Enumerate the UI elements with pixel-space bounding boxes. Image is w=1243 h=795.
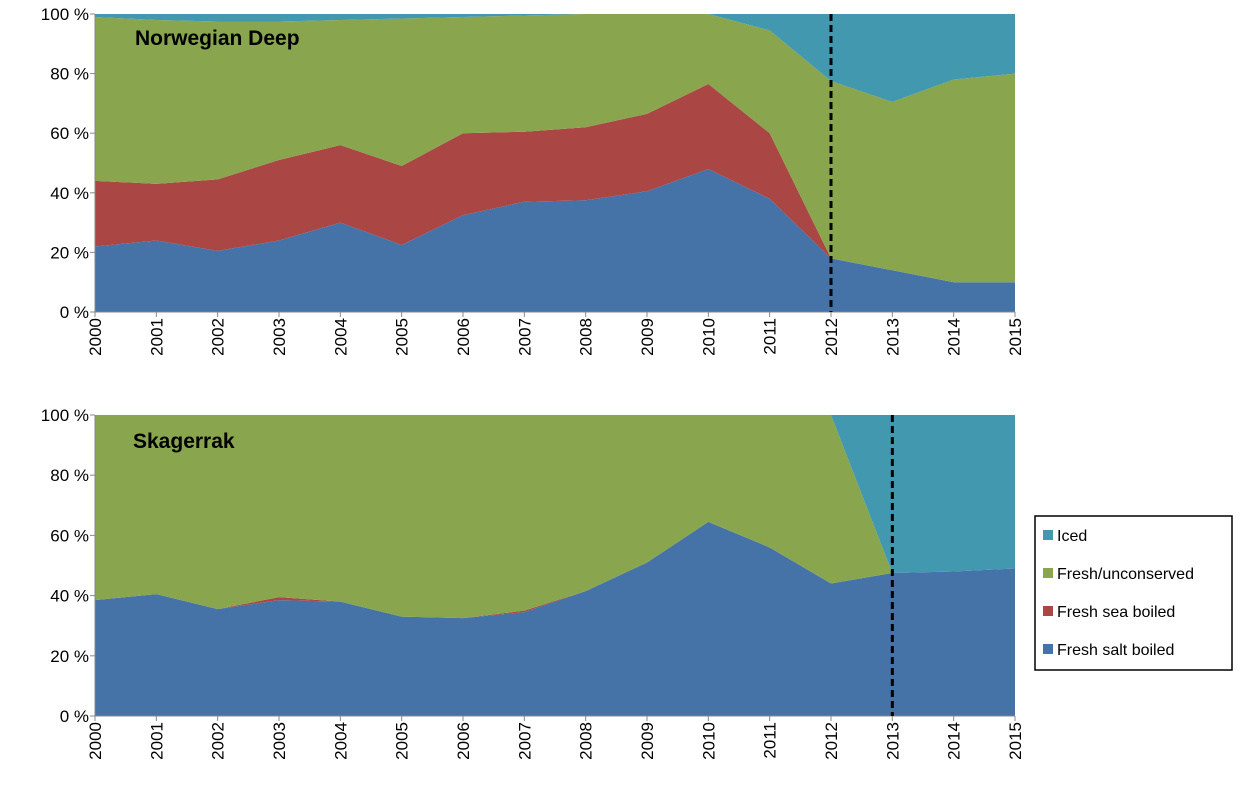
x-tick-label: 2015 bbox=[1006, 722, 1025, 760]
y-tick-label: 20 % bbox=[50, 647, 89, 666]
x-tick-label: 2013 bbox=[883, 722, 902, 760]
x-tick-label: 2012 bbox=[822, 318, 841, 356]
x-tick-label: 2014 bbox=[945, 722, 964, 760]
area bbox=[95, 415, 1015, 619]
x-tick-label: 2000 bbox=[86, 722, 105, 760]
y-tick-label: 80 % bbox=[50, 466, 89, 485]
y-tick-label: 40 % bbox=[50, 184, 89, 203]
x-tick-label: 2006 bbox=[454, 722, 473, 760]
y-tick-label: 60 % bbox=[50, 526, 89, 545]
y-tick-label: 0 % bbox=[60, 303, 89, 322]
x-tick-label: 2004 bbox=[331, 722, 350, 760]
x-tick-label: 2006 bbox=[454, 318, 473, 356]
x-tick-label: 2015 bbox=[1006, 318, 1025, 356]
x-tick-label: 2005 bbox=[393, 318, 412, 356]
x-tick-label: 2012 bbox=[822, 722, 841, 760]
legend-swatch bbox=[1043, 606, 1053, 616]
area bbox=[95, 521, 1015, 716]
legend-label: Fresh/unconserved bbox=[1057, 566, 1194, 583]
x-tick-label: 2010 bbox=[699, 722, 718, 760]
x-tick-label: 2001 bbox=[147, 318, 166, 356]
x-tick-label: 2013 bbox=[883, 318, 902, 356]
x-tick-label: 2011 bbox=[761, 318, 780, 355]
legend-swatch bbox=[1043, 644, 1053, 654]
legend-label: Fresh salt boiled bbox=[1057, 642, 1174, 659]
legend-swatch bbox=[1043, 568, 1053, 578]
area bbox=[95, 168, 1015, 312]
legend-box bbox=[1034, 515, 1233, 671]
x-tick-label: 2002 bbox=[209, 722, 228, 760]
legend-label: Iced bbox=[1057, 528, 1087, 545]
y-tick-label: 80 % bbox=[50, 65, 89, 84]
x-tick-label: 2003 bbox=[270, 318, 289, 356]
legend-label: Fresh sea boiled bbox=[1057, 604, 1175, 621]
x-tick-label: 2008 bbox=[577, 722, 596, 760]
x-tick-label: 2005 bbox=[393, 722, 412, 760]
area bbox=[95, 14, 1015, 283]
chart-title: Skagerrak bbox=[133, 430, 235, 453]
x-tick-label: 2004 bbox=[331, 318, 350, 356]
x-tick-label: 2011 bbox=[761, 722, 780, 759]
x-tick-label: 2007 bbox=[515, 318, 534, 356]
area bbox=[95, 415, 1015, 574]
y-tick-label: 60 % bbox=[50, 124, 89, 143]
chart-title: Norwegian Deep bbox=[135, 27, 300, 50]
x-tick-label: 2008 bbox=[577, 318, 596, 356]
y-tick-label: 20 % bbox=[50, 243, 89, 262]
x-tick-label: 2001 bbox=[147, 722, 166, 760]
legend-swatch bbox=[1043, 530, 1053, 540]
y-tick-label: 0 % bbox=[60, 707, 89, 726]
x-tick-label: 2002 bbox=[209, 318, 228, 356]
y-tick-label: 100 % bbox=[41, 406, 89, 425]
y-tick-label: 100 % bbox=[41, 5, 89, 24]
x-tick-label: 2007 bbox=[515, 722, 534, 760]
x-tick-label: 2009 bbox=[638, 318, 657, 356]
area bbox=[95, 14, 1015, 102]
area bbox=[95, 84, 1015, 283]
x-tick-label: 2009 bbox=[638, 722, 657, 760]
y-tick-label: 40 % bbox=[50, 587, 89, 606]
x-tick-label: 2003 bbox=[270, 722, 289, 760]
x-tick-label: 2010 bbox=[699, 318, 718, 356]
x-tick-label: 2000 bbox=[86, 318, 105, 356]
x-tick-label: 2014 bbox=[945, 318, 964, 356]
